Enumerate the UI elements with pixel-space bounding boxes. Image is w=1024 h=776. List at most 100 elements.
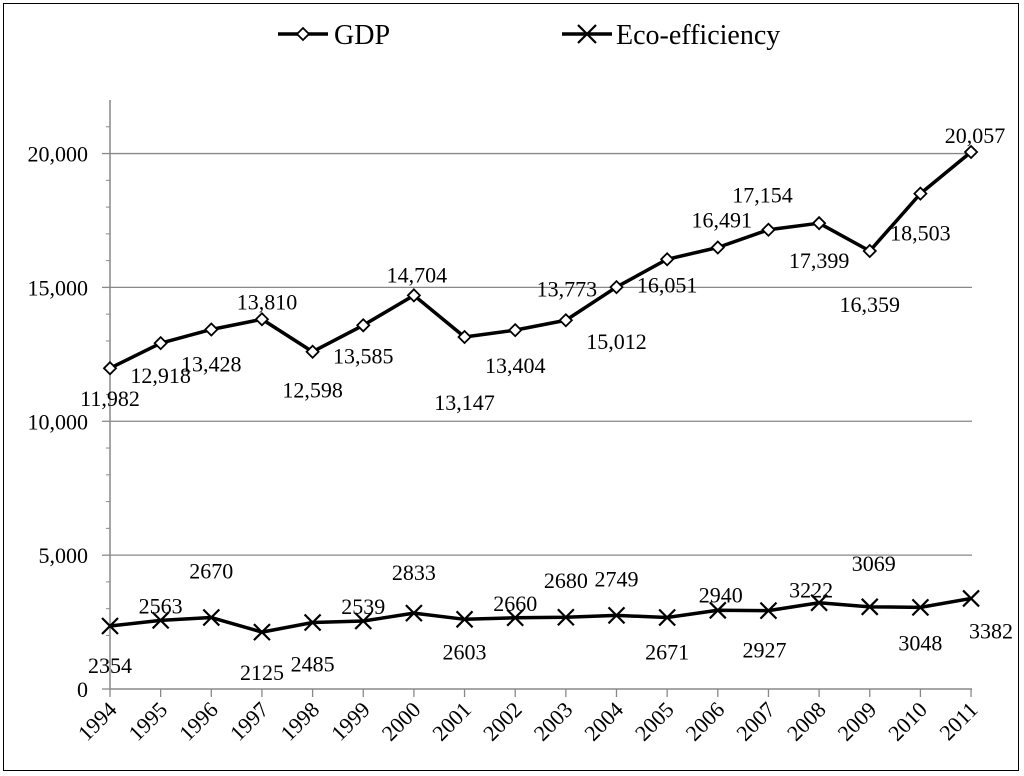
x-tick-label-2004: 2004 — [579, 697, 628, 746]
x-tick-label-2001: 2001 — [427, 697, 476, 746]
x-tick-label-2003: 2003 — [529, 697, 578, 746]
gdp-data-label-2009: 16,359 — [840, 292, 901, 317]
x-tick-label-1995: 1995 — [123, 697, 172, 746]
gdp-data-label-1998: 12,598 — [282, 378, 343, 403]
gdp-data-label-2000: 14,704 — [387, 262, 448, 287]
gdp-data-label-2010: 18,503 — [890, 221, 951, 246]
gdp-point-2009 — [862, 243, 878, 259]
gdp-point-2010 — [913, 186, 928, 201]
series-line-eco-efficiency — [109, 596, 972, 634]
eco-efficiency-point-2006 — [709, 601, 727, 620]
eco-efficiency-data-label-1998: 2485 — [291, 651, 335, 676]
gdp-point-2007 — [761, 222, 776, 238]
gdp-point-2004 — [609, 279, 624, 295]
gdp-point-1996 — [204, 322, 219, 337]
gdp-data-label-2001: 13,147 — [434, 390, 495, 415]
eco-efficiency-data-label-2008: 3222 — [789, 578, 833, 603]
y-tick-label-10000: 10,000 — [28, 409, 89, 434]
eco-efficiency-data-label-1997: 2125 — [240, 660, 284, 685]
eco-efficiency-data-label-2011: 3382 — [969, 618, 1013, 643]
gdp-data-label-2008: 17,399 — [789, 248, 850, 273]
eco-efficiency-data-label-2002: 2660 — [493, 591, 537, 616]
eco-efficiency-point-2004 — [607, 606, 626, 625]
eco-efficiency-point-1997 — [253, 623, 271, 641]
x-tick-label-1994: 1994 — [73, 697, 122, 746]
eco-efficiency-point-1999 — [354, 612, 373, 630]
eco-efficiency-data-label-1994: 2354 — [88, 653, 132, 678]
x-tick-label-2007: 2007 — [731, 697, 780, 746]
x-tick-label-2005: 2005 — [630, 697, 679, 746]
eco-efficiency-point-1995 — [151, 611, 170, 630]
gdp-point-1995 — [153, 335, 168, 351]
gdp-data-label-1994: 11,982 — [80, 386, 140, 411]
gdp-point-2002 — [507, 322, 523, 338]
gdp-point-2000 — [406, 288, 422, 303]
y-tick-label-0: 0 — [77, 677, 88, 702]
eco-efficiency-point-2009 — [860, 598, 879, 616]
gdp-data-label-2004: 15,012 — [586, 329, 647, 354]
eco-efficiency-point-2003 — [557, 608, 575, 627]
eco-efficiency-point-2000 — [405, 604, 423, 622]
gdp-data-label-1995: 12,918 — [130, 363, 191, 388]
eco-efficiency-point-1994 — [101, 617, 119, 635]
x-tick-label-2011: 2011 — [934, 697, 982, 745]
eco-efficiency-data-label-2006: 2940 — [699, 582, 743, 607]
gdp-data-label-1997: 13,810 — [237, 289, 298, 314]
gdp-point-1999 — [355, 318, 371, 333]
legend-eco-marker — [577, 24, 597, 44]
gdp-data-label-2006: 16,491 — [692, 207, 753, 232]
gdp-point-2006 — [710, 240, 726, 255]
eco-efficiency-data-label-2003: 2680 — [544, 568, 588, 593]
eco-efficiency-point-2008 — [810, 593, 828, 612]
legend-eco-label: Eco-efficiency — [616, 20, 780, 51]
x-tick-label-1999: 1999 — [326, 697, 375, 746]
gdp-point-2005 — [659, 251, 675, 267]
eco-efficiency-data-label-1999: 2539 — [341, 594, 385, 619]
x-tick-label-2010: 2010 — [883, 697, 932, 746]
gdp-data-label-1996: 13,428 — [181, 351, 242, 376]
x-tick-label-1997: 1997 — [225, 697, 274, 746]
eco-efficiency-point-1998 — [303, 613, 322, 632]
eco-efficiency-data-label-2009: 3069 — [852, 551, 896, 576]
gdp-point-1998 — [305, 344, 320, 359]
eco-efficiency-data-label-1995: 2563 — [139, 593, 183, 618]
eco-efficiency-point-2001 — [455, 610, 474, 629]
eco-efficiency-point-2010 — [911, 598, 930, 617]
legend-gdp-label: GDP — [334, 20, 390, 51]
eco-efficiency-point-2005 — [658, 608, 676, 627]
eco-efficiency-data-label-1996: 2670 — [189, 559, 233, 584]
gdp-data-label-2011: 20,057 — [945, 123, 1006, 148]
x-tick-label-2006: 2006 — [681, 697, 730, 746]
gdp-data-label-2003: 13,773 — [537, 276, 598, 301]
gdp-point-2001 — [457, 329, 472, 345]
eco-efficiency-point-2007 — [759, 601, 778, 620]
x-tick-label-1996: 1996 — [174, 697, 223, 746]
series-line-gdp — [109, 150, 973, 370]
x-tick-label-2000: 2000 — [377, 697, 426, 746]
gdp-point-2008 — [811, 215, 827, 231]
y-tick-label-20000: 20,000 — [28, 142, 89, 167]
eco-efficiency-data-label-2004: 2749 — [595, 566, 639, 591]
gdp-data-label-2005: 16,051 — [637, 272, 698, 297]
eco-efficiency-data-label-2005: 2671 — [645, 639, 689, 664]
eco-efficiency-data-label-2000: 2833 — [392, 560, 436, 585]
gdp-data-label-2002: 13,404 — [485, 353, 546, 378]
y-tick-label-15000: 15,000 — [28, 275, 89, 300]
x-tick-label-2009: 2009 — [832, 697, 881, 746]
gdp-point-2003 — [558, 312, 574, 328]
gdp-data-label-1999: 13,585 — [333, 343, 394, 368]
gdp-point-2011 — [963, 144, 979, 160]
x-tick-label-2002: 2002 — [478, 697, 527, 746]
eco-efficiency-data-label-2007: 2927 — [742, 638, 786, 663]
gdp-point-1997 — [254, 311, 270, 327]
eco-efficiency-point-2011 — [962, 589, 980, 608]
legend-gdp-marker — [295, 26, 311, 42]
chart-frame — [3, 3, 1019, 771]
eco-efficiency-point-1996 — [202, 608, 221, 627]
eco-efficiency-data-label-2010: 3048 — [898, 630, 942, 655]
x-tick-label-2008: 2008 — [782, 697, 831, 746]
gdp-data-label-2007: 17,154 — [732, 183, 793, 208]
eco-efficiency-point-2002 — [506, 609, 524, 627]
y-tick-label-5000: 5,000 — [39, 543, 89, 568]
